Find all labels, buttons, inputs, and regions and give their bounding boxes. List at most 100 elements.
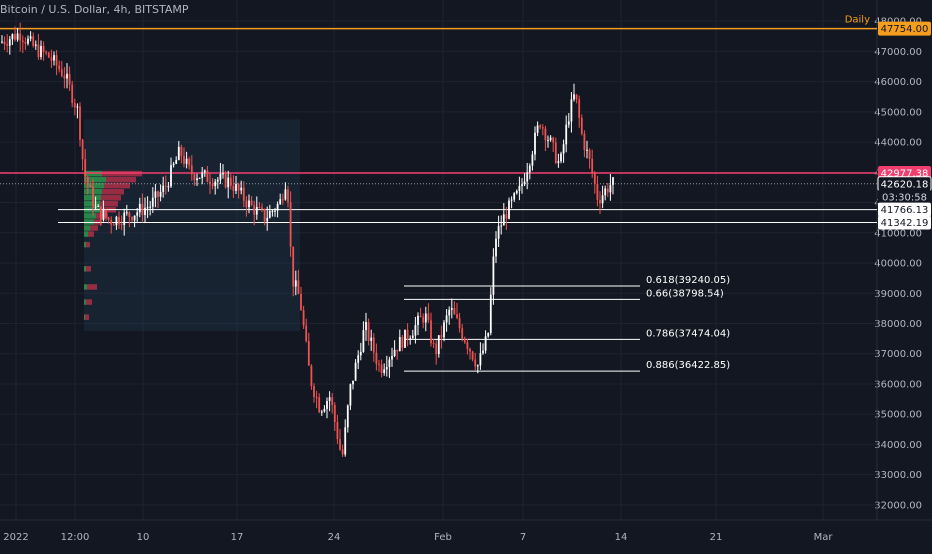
candle-body	[154, 191, 157, 198]
candle-body	[320, 411, 323, 413]
candle-body	[170, 165, 172, 187]
candle-body	[500, 225, 503, 227]
candle-body	[380, 364, 383, 374]
x-tick-label: 21	[710, 532, 723, 543]
candle-body	[162, 185, 165, 192]
candle-body	[505, 214, 508, 219]
volume-profile-up	[84, 299, 86, 305]
candle-body	[549, 137, 552, 141]
candle-body	[567, 121, 570, 125]
candle-body	[19, 33, 22, 41]
candle-body	[76, 106, 79, 108]
candle-body	[216, 179, 219, 182]
volume-profile-up	[84, 314, 85, 320]
x-tick-label: 7	[520, 532, 526, 543]
candle-body	[541, 127, 544, 129]
y-tick-label: 34000.00	[874, 440, 922, 451]
candle-body	[419, 315, 422, 318]
candle-body	[474, 359, 477, 367]
price-label-text: 03:30:58	[882, 192, 927, 203]
candle-body	[502, 214, 505, 226]
volume-profile-down	[96, 213, 108, 219]
candle-body	[354, 362, 357, 381]
candle-body	[128, 212, 131, 218]
x-tick-label: Feb	[434, 532, 452, 543]
price-label-text: 41766.13	[881, 205, 929, 216]
candle-body	[300, 293, 302, 311]
candle-body	[497, 226, 500, 239]
volume-profile-up	[84, 225, 90, 231]
y-tick-label: 37000.00	[874, 349, 922, 360]
candle-body	[151, 197, 154, 207]
candle-body	[492, 256, 495, 295]
candle-body	[92, 187, 94, 208]
candle-body	[482, 350, 484, 354]
candle-body	[118, 216, 120, 225]
candle-body	[214, 181, 217, 187]
timeframe-label: Daily	[845, 15, 870, 26]
candle-body	[489, 294, 492, 334]
candle-body	[435, 343, 438, 355]
candle-body	[227, 177, 230, 188]
candle-body	[211, 184, 214, 187]
fib-level-label: 0.618(39240.05)	[646, 275, 730, 286]
candle-body	[229, 177, 232, 186]
price-label-box	[878, 202, 931, 217]
candle-body	[414, 325, 417, 336]
candle-body	[424, 313, 427, 323]
candle-body	[313, 386, 315, 397]
range-zone	[84, 119, 300, 332]
volume-profile-down	[87, 284, 97, 290]
candle-body	[341, 449, 344, 455]
volume-profile-up	[84, 213, 96, 219]
candle-body	[261, 207, 263, 210]
candle-body	[11, 34, 14, 40]
candle-body	[209, 181, 211, 185]
candle-body	[141, 203, 144, 215]
candle-body	[487, 333, 490, 337]
candle-body	[1, 41, 3, 43]
x-tick-label: 17	[231, 532, 244, 543]
y-tick-label: 44000.00	[874, 138, 922, 149]
candle-body	[604, 188, 607, 196]
price-label-text: 41342.19	[881, 218, 929, 229]
y-tick-label: 47000.00	[874, 47, 922, 58]
candle-body	[198, 177, 201, 179]
candle-body	[570, 99, 573, 122]
volume-profile-down	[85, 314, 89, 320]
volume-profile-up	[84, 176, 106, 183]
x-tick-label: Mar	[814, 532, 834, 543]
candle-body	[242, 187, 245, 201]
candle-body	[99, 205, 102, 220]
candle-body	[37, 44, 40, 58]
candle-body	[479, 353, 482, 366]
candle-body	[388, 359, 391, 368]
candle-body	[398, 337, 401, 352]
candle-body	[578, 99, 581, 118]
candle-body	[406, 329, 409, 340]
candle-body	[255, 207, 258, 215]
candle-body	[580, 117, 583, 134]
candle-body	[557, 161, 560, 163]
candle-body	[8, 39, 11, 46]
candle-body	[102, 210, 105, 220]
fib-level-label: 0.886(36422.85)	[646, 360, 730, 371]
candle-body	[55, 55, 58, 66]
candle-body	[513, 193, 516, 200]
candle-body	[190, 165, 193, 175]
candle-body	[53, 55, 55, 61]
volume-profile-down	[104, 182, 130, 189]
candle-body	[45, 51, 48, 53]
candle-body	[404, 329, 406, 348]
candle-body	[573, 94, 575, 100]
candle-body	[318, 397, 321, 413]
fib-level-label: 0.66(38798.54)	[646, 288, 724, 299]
candle-body	[172, 163, 175, 166]
candle-body	[352, 380, 354, 385]
x-tick-label: 10	[137, 532, 150, 543]
volume-profile-up	[84, 201, 100, 207]
candle-body	[188, 158, 191, 166]
candle-body	[552, 137, 555, 143]
candle-body	[565, 124, 568, 145]
